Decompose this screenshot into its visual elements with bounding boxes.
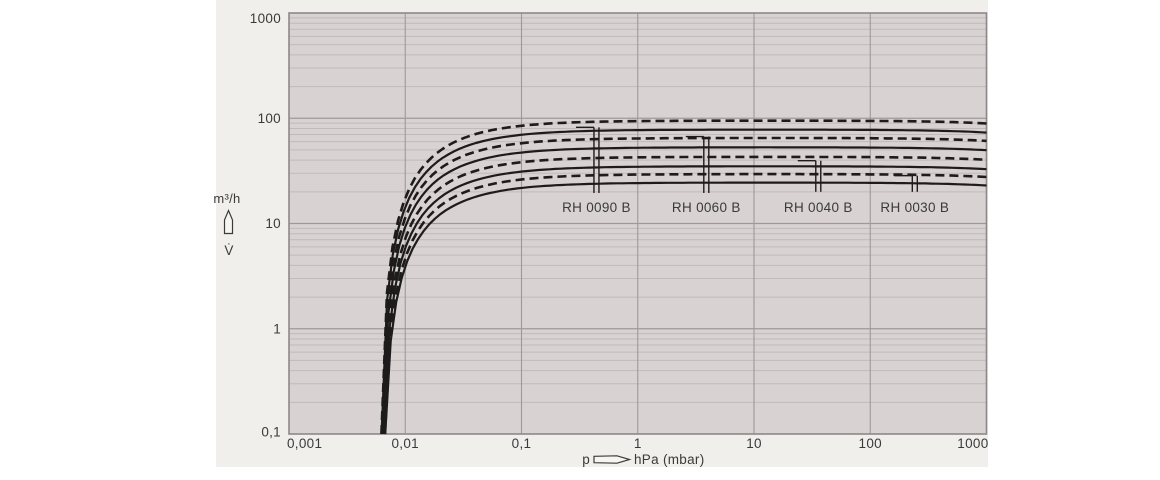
curves	[380, 119, 987, 435]
series-label: RH 0030 B	[880, 200, 949, 215]
series-labels: RH 0090 B RH 0060 B RH 0040 B RH 0030 B	[562, 200, 949, 215]
plot-border	[288, 12, 988, 435]
series-label: RH 0090 B	[562, 200, 631, 215]
x-tick-label: 0,01	[392, 436, 419, 451]
y-tick-label: 1000	[250, 11, 281, 26]
grid	[288, 12, 988, 435]
y-axis-direction-arrow-icon	[223, 208, 234, 235]
curve-dashed-rh-0090-b	[380, 119, 987, 435]
curve-dashed-rh-0060-b	[381, 136, 987, 435]
y-tick-label: 10	[265, 216, 281, 231]
x-tick-label: 0,1	[512, 436, 532, 451]
series-label: RH 0060 B	[672, 200, 741, 215]
x-tick-label: 1	[634, 436, 642, 451]
x-tick-label: 0,001	[287, 436, 322, 451]
y-tick-label: 1	[273, 321, 281, 336]
curve-solid-rh-0090-b	[380, 128, 987, 435]
x-axis-direction-arrow-icon	[593, 455, 632, 464]
curve-solid-rh-0040-b	[382, 165, 987, 435]
curve-dashed-rh-0040-b	[382, 155, 987, 435]
y-axis-unit-label: m³/h	[213, 191, 240, 206]
curve-solid-rh-0060-b	[381, 146, 987, 435]
x-tick-label: 1000	[957, 436, 988, 451]
y-tick-label: 100	[258, 111, 281, 126]
series-label: RH 0040 B	[784, 200, 853, 215]
x-tick-label: 10	[746, 436, 762, 451]
curve-markers	[575, 126, 919, 193]
x-axis-unit-label: hPa (mbar)	[634, 452, 705, 467]
y-tick-label: 0,1	[261, 425, 281, 440]
curve-solid-rh-0030-b	[384, 181, 987, 435]
curve-dashed-rh-0030-b	[383, 172, 987, 435]
x-tick-label: 100	[859, 436, 882, 451]
tick-labels: 1000 100 10 1 0,1 0,001 0,01 0,1 1 10 100 1000	[250, 11, 988, 451]
y-axis-quantity-label: V̇	[224, 243, 233, 258]
x-axis-quantity-label: p	[582, 452, 590, 467]
